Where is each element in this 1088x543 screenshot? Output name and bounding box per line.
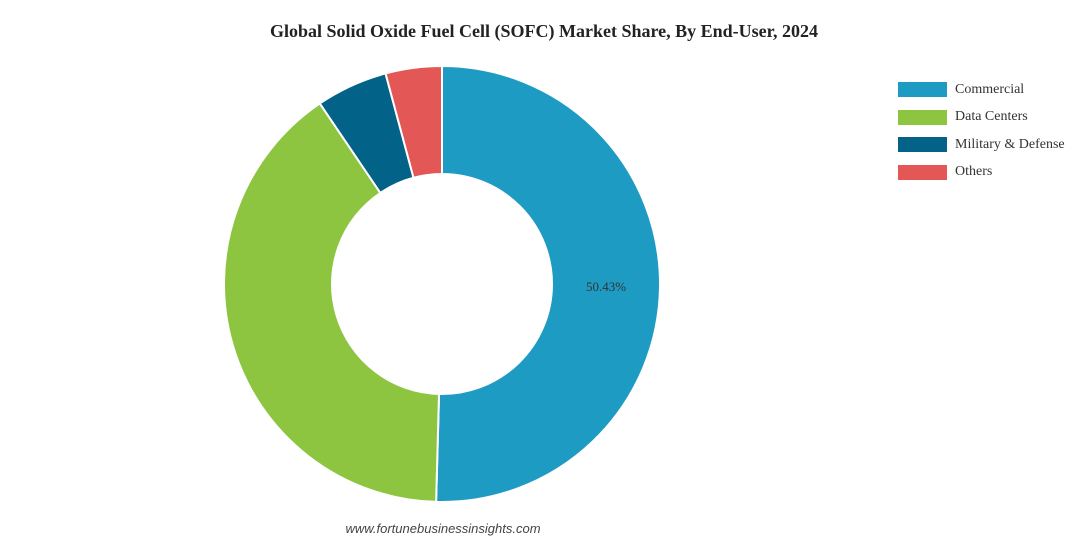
legend-item-data-centers[interactable]: Data Centers [898,104,1084,132]
legend-item-military-defense[interactable]: Military & Defense [898,131,1084,159]
data-label-commercial: 50.43% [586,279,626,294]
legend-label: Others [955,164,993,180]
slice-others[interactable] [384,64,443,179]
legend-item-others[interactable]: Others [898,159,1084,187]
legend-item-commercial[interactable]: Commercial [898,76,1084,104]
legend-label: Military & Defense [955,136,1065,152]
legend-swatch [898,109,947,125]
legend-label: Data Centers [955,109,1028,125]
legend-swatch [898,137,947,153]
legend-swatch [898,164,947,180]
slice-data-centers[interactable] [223,102,441,503]
slice-commercial[interactable] [435,64,661,503]
legend-swatch [898,82,947,98]
source-credit: www.fortunebusinessinsights.com [345,521,541,536]
chart-legend: Commercial Data Centers Military & Defense… [898,76,1084,186]
chart-title: Global Solid Oxide Fuel Cell (SOFC) Mark… [269,21,819,41]
legend-label: Commercial [955,81,1025,97]
donut-chart: 50.43% [223,64,661,503]
